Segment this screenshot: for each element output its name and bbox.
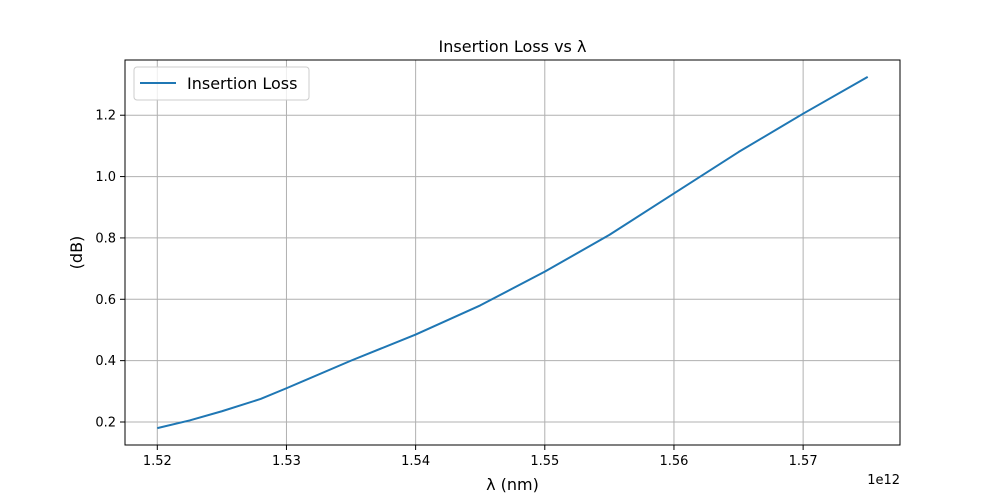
y-axis: 0.2 0.4 0.6 0.8 1.0 1.2 — [95, 109, 125, 430]
y-axis-label: (dB) — [67, 236, 86, 270]
legend-label-insertion-loss: Insertion Loss — [187, 74, 297, 93]
x-tick-label: 1.54 — [401, 454, 430, 469]
y-tick-label: 0.8 — [95, 231, 116, 246]
x-axis: 1.52 1.53 1.54 1.55 1.56 1.57 — [143, 445, 818, 469]
legend-box — [133, 66, 310, 101]
x-tick-label: 1.55 — [530, 454, 559, 469]
x-tick-label: 1.57 — [789, 454, 818, 469]
y-tick-label: 0.4 — [95, 354, 116, 369]
chart-title: Insertion Loss vs λ — [439, 37, 587, 56]
legend: Insertion Loss — [133, 66, 310, 101]
x-tick-label: 1.53 — [272, 454, 301, 469]
y-tick-label: 1.2 — [95, 109, 116, 124]
x-axis-label: λ (nm) — [486, 475, 539, 494]
plot-frame — [124, 59, 901, 446]
series-line-insertion-loss — [157, 76, 869, 430]
x-tick-label: 1.56 — [659, 454, 688, 469]
y-tick-label: 0.6 — [95, 293, 116, 308]
y-tick-label: 1.0 — [95, 170, 116, 185]
series-layer — [157, 76, 869, 430]
grid-lines — [125, 60, 900, 445]
x-axis-offset-label: 1e12 — [867, 473, 900, 488]
x-tick-label: 1.52 — [143, 454, 172, 469]
y-tick-label: 0.2 — [95, 415, 116, 430]
